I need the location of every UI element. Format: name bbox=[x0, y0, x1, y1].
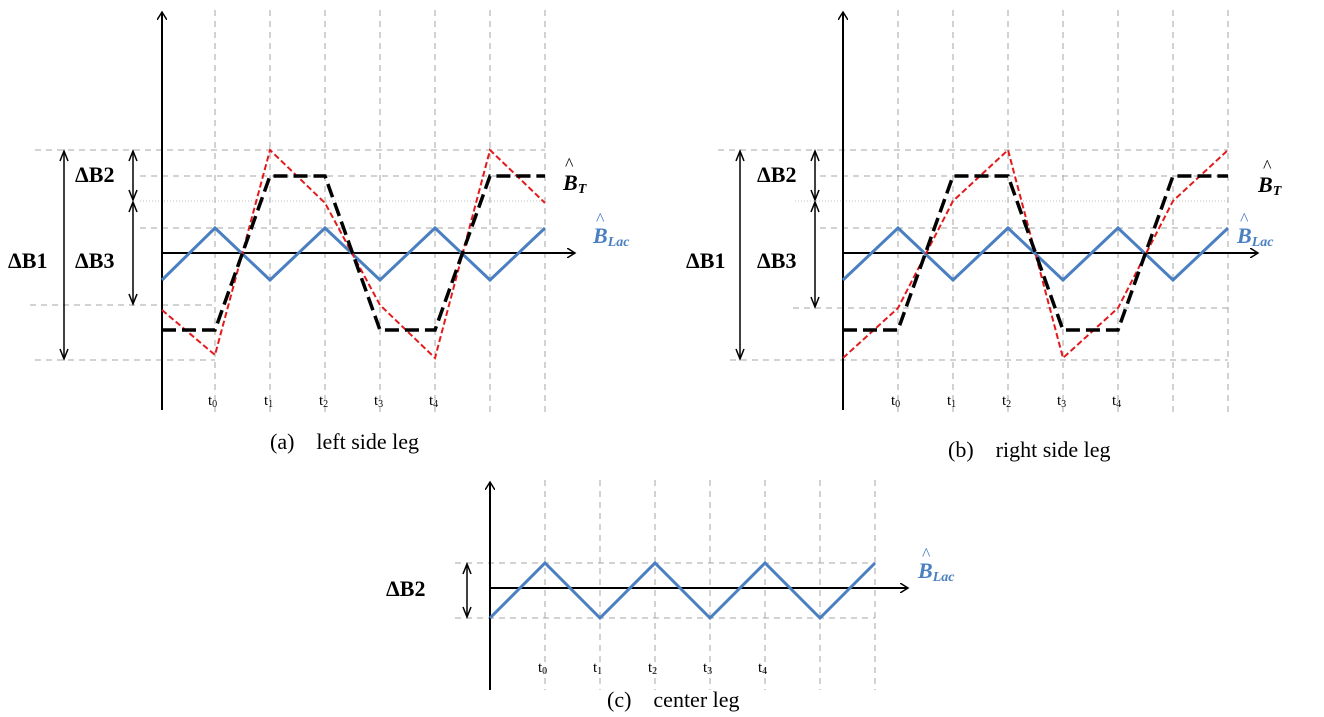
svg-text:t4: t4 bbox=[758, 660, 767, 677]
svg-text:^: ^ bbox=[1263, 156, 1272, 176]
svg-text:^: ^ bbox=[1240, 209, 1249, 229]
svg-text:t1: t1 bbox=[947, 393, 956, 410]
panel-b-grid bbox=[718, 10, 1229, 412]
svg-text:t4: t4 bbox=[1112, 393, 1121, 410]
panel-a-dim-label-db1: ΔB1 bbox=[8, 248, 47, 273]
panel-a-caption: (a) left side leg bbox=[270, 429, 419, 454]
panel-a-red-waveform bbox=[161, 148, 546, 360]
panel-a-symbol-blac: BLac bbox=[592, 223, 630, 250]
panel-b-dimension-arrows bbox=[735, 148, 820, 362]
panel-c-grid bbox=[455, 480, 876, 690]
panel-c-tick-t4: t bbox=[758, 660, 763, 676]
panel-a-bt-waveform bbox=[162, 174, 545, 332]
panel-c-time-ticks: t0 t1 t2 t3 t4 bbox=[538, 660, 767, 677]
svg-text:t2: t2 bbox=[648, 660, 657, 677]
panel-b-tick-t1: t bbox=[947, 393, 952, 409]
panel-b-tick-t0: t bbox=[891, 393, 896, 409]
panel-b-symbol-blac: BLac bbox=[1236, 223, 1274, 250]
panel-b-symbol-bt: BT bbox=[1257, 172, 1283, 199]
panel-c-dim-label-db2: ΔB2 bbox=[386, 576, 425, 601]
panel-c-tick-t0: t bbox=[538, 660, 543, 676]
panel-a-tick-t1: t bbox=[264, 393, 269, 409]
panel-a-dim-label-db2: ΔB2 bbox=[75, 162, 114, 187]
panel-a-grid bbox=[30, 10, 546, 412]
panel-b-tick-t2: t bbox=[1002, 393, 1007, 409]
svg-text:t0: t0 bbox=[208, 393, 217, 410]
panel-a-symbol-bt: BT bbox=[562, 170, 588, 197]
panel-b-red-waveform bbox=[842, 148, 1229, 360]
svg-text:t3: t3 bbox=[1057, 393, 1066, 410]
panel-c-tick-t1: t bbox=[593, 660, 598, 676]
svg-text:^: ^ bbox=[922, 544, 931, 564]
svg-text:t0: t0 bbox=[891, 393, 900, 410]
panel-b-dim-label-db3: ΔB3 bbox=[757, 248, 796, 273]
panel-b-right-side-leg: ΔB2 ΔB1 ΔB3 t0 t1 t2 t3 t4 ^ BT ^ BLac (… bbox=[686, 10, 1283, 462]
panel-b-time-ticks: t0 t1 t2 t3 t4 bbox=[891, 393, 1121, 410]
panel-a-dimension-arrows bbox=[59, 148, 138, 362]
panel-b-caption: (b) right side leg bbox=[948, 437, 1111, 462]
panel-b-tick-t3: t bbox=[1057, 393, 1062, 409]
panel-a-tick-t3: t bbox=[374, 393, 379, 409]
panel-b-tick-t4: t bbox=[1112, 393, 1117, 409]
panel-a-tick-t2: t bbox=[319, 393, 324, 409]
panel-c-caption: (c) center leg bbox=[607, 687, 740, 712]
panel-c-center-leg: ΔB2 t0 t1 t2 t3 t4 ^ BLac (c) center leg bbox=[386, 480, 955, 712]
panel-c-dimension-arrows bbox=[462, 561, 472, 620]
panel-c-symbol-blac: BLac bbox=[917, 558, 955, 585]
panel-a-dim-label-db3: ΔB3 bbox=[75, 248, 114, 273]
svg-text:t3: t3 bbox=[374, 393, 383, 410]
svg-text:^: ^ bbox=[565, 154, 574, 174]
svg-text:t0: t0 bbox=[538, 660, 547, 677]
svg-text:t1: t1 bbox=[593, 660, 602, 677]
panel-a-left-side-leg: ΔB2 ΔB1 ΔB3 t0 t1 t2 t3 t4 ^ BT ^ BLac (… bbox=[8, 10, 630, 454]
panel-a-tick-t0: t bbox=[208, 393, 213, 409]
panel-a-time-ticks: t0 t1 t2 t3 t4 bbox=[208, 393, 438, 410]
panel-c-tick-t2: t bbox=[648, 660, 653, 676]
panel-b-blac-waveform bbox=[841, 225, 1230, 283]
svg-text:t1: t1 bbox=[264, 393, 273, 410]
svg-text:t4: t4 bbox=[429, 393, 438, 410]
panel-b-dim-label-db2: ΔB2 bbox=[757, 162, 796, 187]
panel-c-tick-t3: t bbox=[703, 660, 708, 676]
panel-a-tick-t4: t bbox=[429, 393, 434, 409]
panel-c-blac-waveform bbox=[488, 560, 877, 621]
panel-b-bt-waveform bbox=[843, 174, 1228, 332]
svg-text:t2: t2 bbox=[1002, 393, 1011, 410]
svg-text:t2: t2 bbox=[319, 393, 328, 410]
svg-text:^: ^ bbox=[596, 209, 605, 229]
svg-text:t3: t3 bbox=[703, 660, 712, 677]
panel-b-dim-label-db1: ΔB1 bbox=[686, 248, 725, 273]
